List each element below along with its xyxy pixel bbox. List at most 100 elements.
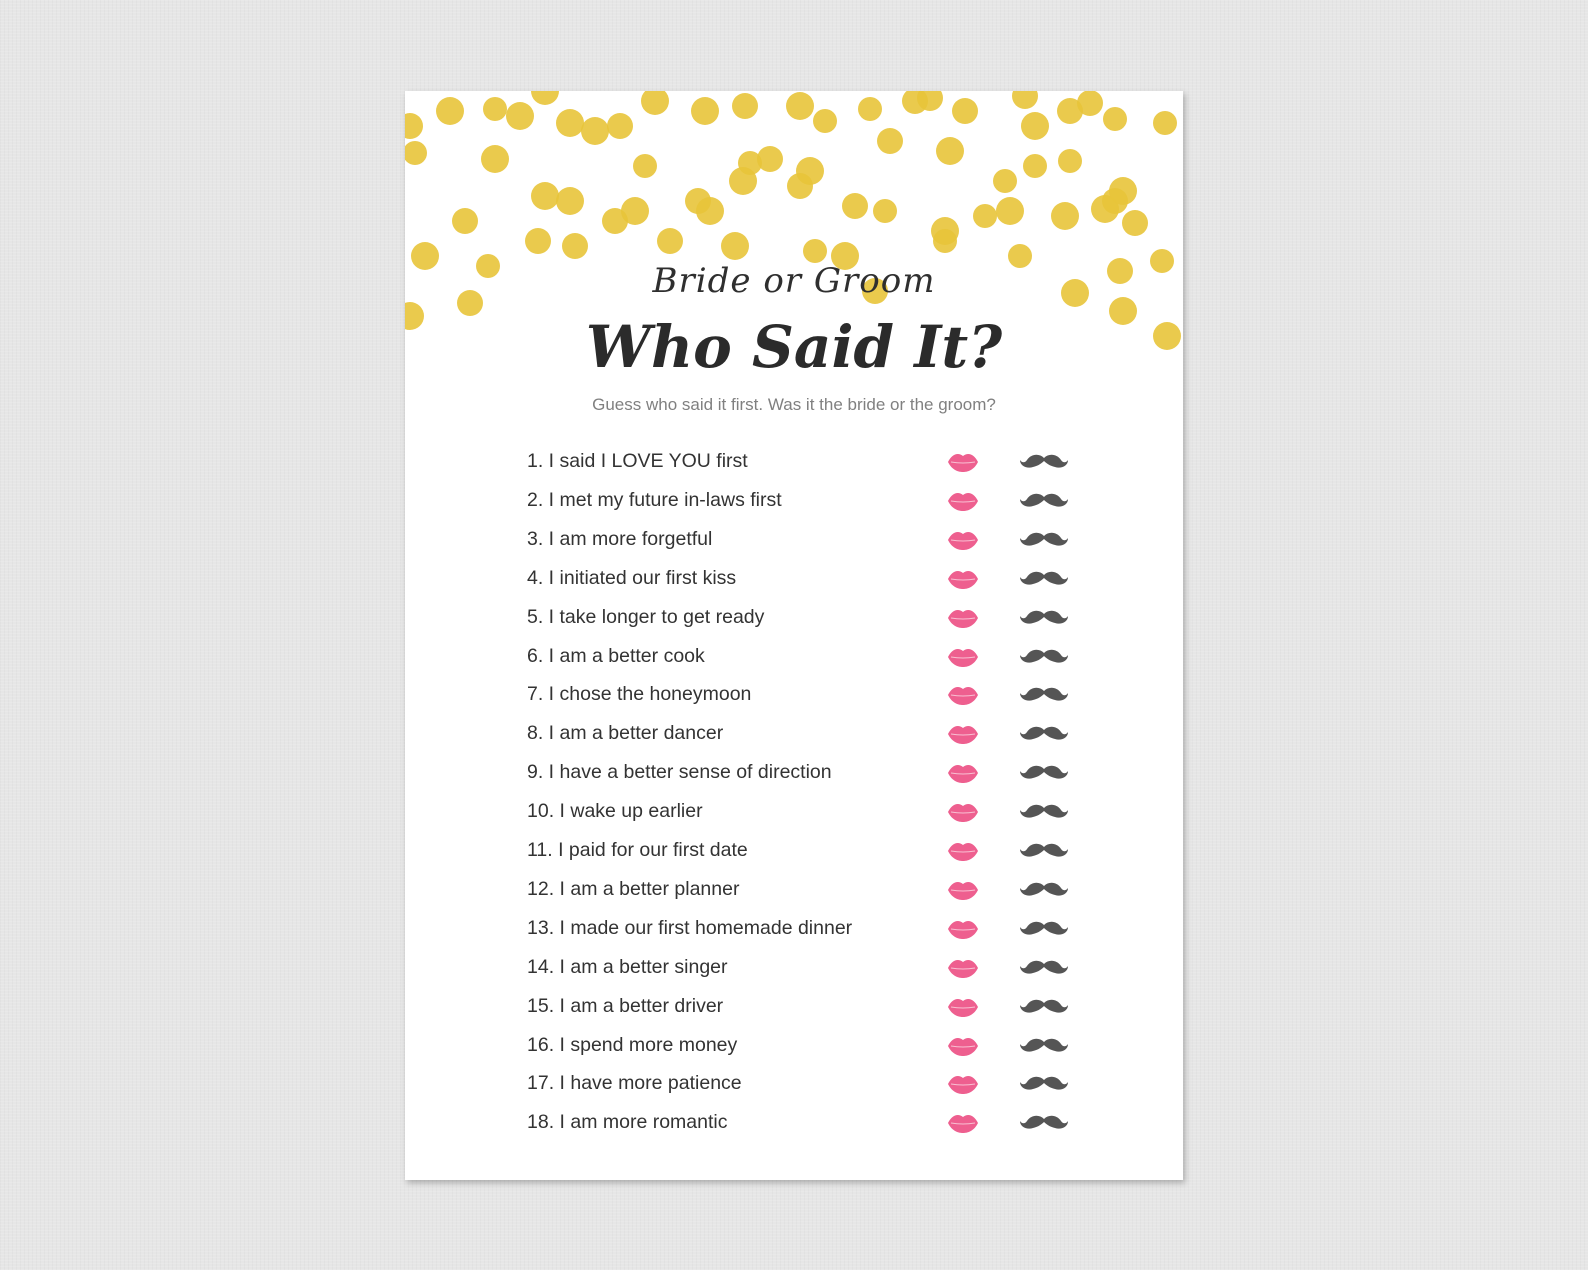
lips-icon — [947, 919, 979, 944]
question-text: 12. I am a better planner — [527, 877, 740, 900]
question-row: 16. I spend more money — [527, 1030, 1069, 1061]
question-row: 4. I initiated our first kiss — [527, 563, 1069, 594]
question-row: 13. I made our first homemade dinner — [527, 913, 1068, 944]
question-text: 1. I said I LOVE YOU first — [527, 450, 748, 472]
lips-icon — [947, 491, 979, 516]
question-text: 11. I paid for our first date — [527, 839, 748, 861]
lips-icon — [947, 724, 979, 749]
confetti-dot — [1021, 112, 1049, 140]
lips-icon — [947, 685, 979, 710]
question-row: 3. I am more forgetful — [527, 524, 1069, 555]
question-text: 4. I initiated our first kiss — [527, 566, 737, 589]
confetti-dot — [721, 232, 749, 260]
confetti-dot — [933, 229, 957, 253]
confetti-dot — [531, 182, 559, 210]
question-text: 13. I made our first homemade dinner — [527, 916, 853, 939]
question-text: 9. I have a better sense of direction — [527, 761, 832, 784]
confetti-dot — [411, 242, 439, 270]
question-text: 2. I met my future in-laws first — [527, 488, 782, 511]
confetti-dot — [483, 97, 507, 121]
question-row: 10. I wake up earlier — [527, 796, 1069, 826]
lips-icon — [947, 841, 979, 866]
lips-icon — [947, 530, 979, 555]
mustache-icon — [1019, 1113, 1069, 1136]
confetti-dot — [1122, 210, 1148, 236]
confetti-dot — [813, 109, 837, 133]
lips-icon — [947, 1036, 979, 1061]
confetti-dot — [621, 197, 649, 225]
confetti-dot — [1091, 195, 1119, 223]
mustache-icon — [1019, 997, 1069, 1020]
mustache-icon — [1019, 491, 1069, 514]
question-row: 7. I chose the honeymoon — [527, 679, 1068, 710]
question-row: 1. I said I LOVE YOU first — [527, 446, 1069, 477]
confetti-dot — [506, 102, 534, 130]
confetti-dot — [1153, 111, 1177, 135]
confetti-dot — [452, 208, 478, 234]
mustache-icon — [1019, 880, 1069, 903]
confetti-dot — [1057, 98, 1083, 124]
lips-icon — [947, 452, 979, 477]
instructions: Guess who said it first. Was it the brid… — [592, 395, 996, 414]
question-text: 3. I am more forgetful — [527, 527, 713, 550]
question-text: 5. I take longer to get ready — [527, 605, 765, 628]
mustache-icon — [1019, 608, 1069, 631]
mustache-icon — [1019, 569, 1069, 592]
question-text: 18. I am more romantic — [527, 1111, 728, 1134]
confetti-dot — [1107, 258, 1133, 284]
game-card: Bride or Groom Who Said It? Guess who sa… — [405, 91, 1183, 1180]
confetti-dot — [531, 91, 559, 105]
lips-icon — [947, 763, 979, 788]
confetti-dot — [1012, 91, 1038, 109]
confetti-dot — [729, 167, 757, 195]
confetti-dot — [996, 197, 1024, 225]
lips-icon — [947, 1074, 979, 1099]
confetti-dot — [803, 239, 827, 263]
confetti-dot — [1058, 149, 1082, 173]
lips-icon — [947, 997, 979, 1022]
mustache-icon — [1019, 647, 1069, 670]
question-row: 2. I met my future in-laws first — [527, 485, 1069, 516]
mustache-icon — [1019, 452, 1069, 475]
confetti-dot — [842, 193, 868, 219]
confetti-dot — [1023, 154, 1047, 178]
confetti-dot — [786, 92, 814, 120]
mustache-icon — [1019, 1074, 1069, 1097]
confetti-dot — [1109, 297, 1137, 325]
confetti-dot — [556, 187, 584, 215]
mustache-icon — [1019, 530, 1069, 553]
confetti-dot — [691, 97, 719, 125]
confetti-dot — [873, 199, 897, 223]
question-row: 15. I am a better driver — [527, 991, 1069, 1022]
confetti-dot — [917, 91, 943, 111]
confetti-dot — [696, 197, 724, 225]
confetti-dot — [556, 109, 584, 137]
confetti-dot — [457, 290, 483, 316]
confetti-dot — [481, 145, 509, 173]
mustache-icon — [1019, 1036, 1069, 1059]
question-row: 6. I am a better cook — [527, 641, 1069, 671]
question-row: 17. I have more patience — [527, 1068, 1069, 1099]
confetti-dot — [633, 154, 657, 178]
question-row: 14. I am a better singer — [527, 952, 1069, 982]
confetti-dot — [952, 98, 978, 124]
question-text: 10. I wake up earlier — [527, 800, 703, 823]
confetti-dot — [562, 233, 588, 259]
confetti-dot — [877, 128, 903, 154]
confetti-dot — [405, 141, 427, 165]
confetti-dot — [858, 97, 882, 121]
confetti-dot — [525, 228, 551, 254]
lips-icon — [947, 569, 979, 594]
subtitle: Bride or Groom — [652, 261, 936, 301]
mustache-icon — [1019, 802, 1069, 825]
question-text: 17. I have more patience — [527, 1072, 742, 1095]
question-row: 18. I am more romantic — [527, 1107, 1069, 1137]
confetti-dot — [607, 113, 633, 139]
confetti-dot — [476, 254, 500, 278]
question-text: 7. I chose the honeymoon — [527, 683, 752, 706]
question-text: 14. I am a better singer — [527, 955, 728, 978]
confetti-dot — [1109, 177, 1137, 205]
mustache-icon — [1019, 958, 1069, 981]
question-row: 12. I am a better planner — [527, 874, 1069, 904]
confetti-dot — [1153, 322, 1181, 350]
